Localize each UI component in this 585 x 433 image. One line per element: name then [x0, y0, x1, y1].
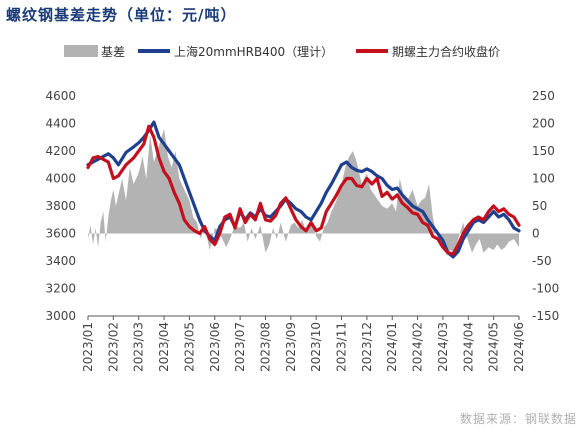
x-tick-label: 2023/02 [106, 322, 120, 372]
y-left-tick-label: 3800 [45, 199, 76, 213]
chart-title: 螺纹钢基差走势（单位：元/吨） [6, 6, 237, 24]
y-left-tick-label: 4600 [45, 89, 76, 103]
x-tick-label: 2024/02 [411, 322, 425, 372]
x-tick-label: 2023/04 [157, 322, 171, 372]
y-right-tick-label: -150 [532, 309, 559, 323]
y-right-tick-label: 0 [532, 227, 540, 241]
y-left-tick-label: 4200 [45, 144, 76, 158]
data-source: 数据来源：钢联数据 [459, 412, 577, 426]
y-left-tick-label: 3000 [45, 309, 76, 323]
series-futures-line [86, 124, 521, 256]
x-tick-label: 2024/03 [436, 322, 450, 372]
plot-area [86, 120, 521, 259]
y-left-tick-label: 4000 [45, 172, 76, 186]
y-right-tick-label: 150 [532, 144, 555, 158]
x-tick-label: 2023/06 [208, 322, 222, 372]
y-right-tick-label: 50 [532, 199, 547, 213]
series-basis-area [88, 129, 519, 256]
axes: 3000 3200 3400 3600 3800 4000 4200 4400 4600 -150… [45, 89, 559, 372]
y-right-tick-label: 200 [532, 117, 555, 131]
x-tick-label: 2024/05 [487, 322, 501, 372]
x-tick-label: 2024/04 [461, 322, 475, 372]
x-tick-label: 2023/10 [309, 322, 323, 372]
y-left-tick-label: 3200 [45, 282, 76, 296]
y-right-tick-label: 250 [532, 89, 555, 103]
x-tick-label: 2023/03 [132, 322, 146, 372]
x-tick-label: 2023/01 [81, 322, 95, 372]
legend-basis-label: 基差 [101, 45, 125, 59]
y-left-tick-label: 4400 [45, 117, 76, 131]
chart-legend: 基差 上海20mmHRB400（理计） 期螺主力合约收盘价 [64, 44, 500, 59]
y-left-tick-label: 3400 [45, 254, 76, 268]
y-left-tick-label: 3600 [45, 227, 76, 241]
legend-futures-label: 期螺主力合约收盘价 [392, 44, 500, 59]
x-tick-label: 2024/06 [512, 322, 526, 372]
y-right-tick-label: -50 [532, 254, 552, 268]
x-tick-label: 2024/01 [385, 322, 399, 372]
legend-basis-swatch [64, 45, 98, 57]
y-right-tick-label: -100 [532, 282, 559, 296]
x-tick-label: 2023/07 [233, 322, 247, 372]
x-tick-label: 2023/09 [284, 322, 298, 372]
x-tick-label: 2023/11 [335, 322, 349, 372]
x-tick-label: 2023/08 [258, 322, 272, 372]
x-tick-label: 2023/05 [182, 322, 196, 372]
legend-spot-label: 上海20mmHRB400（理计） [174, 44, 333, 59]
x-tick-label: 2023/12 [360, 322, 374, 372]
y-right-tick-label: 100 [532, 172, 555, 186]
